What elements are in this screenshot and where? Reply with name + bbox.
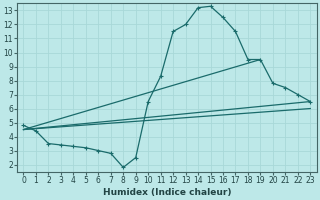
- X-axis label: Humidex (Indice chaleur): Humidex (Indice chaleur): [103, 188, 231, 197]
